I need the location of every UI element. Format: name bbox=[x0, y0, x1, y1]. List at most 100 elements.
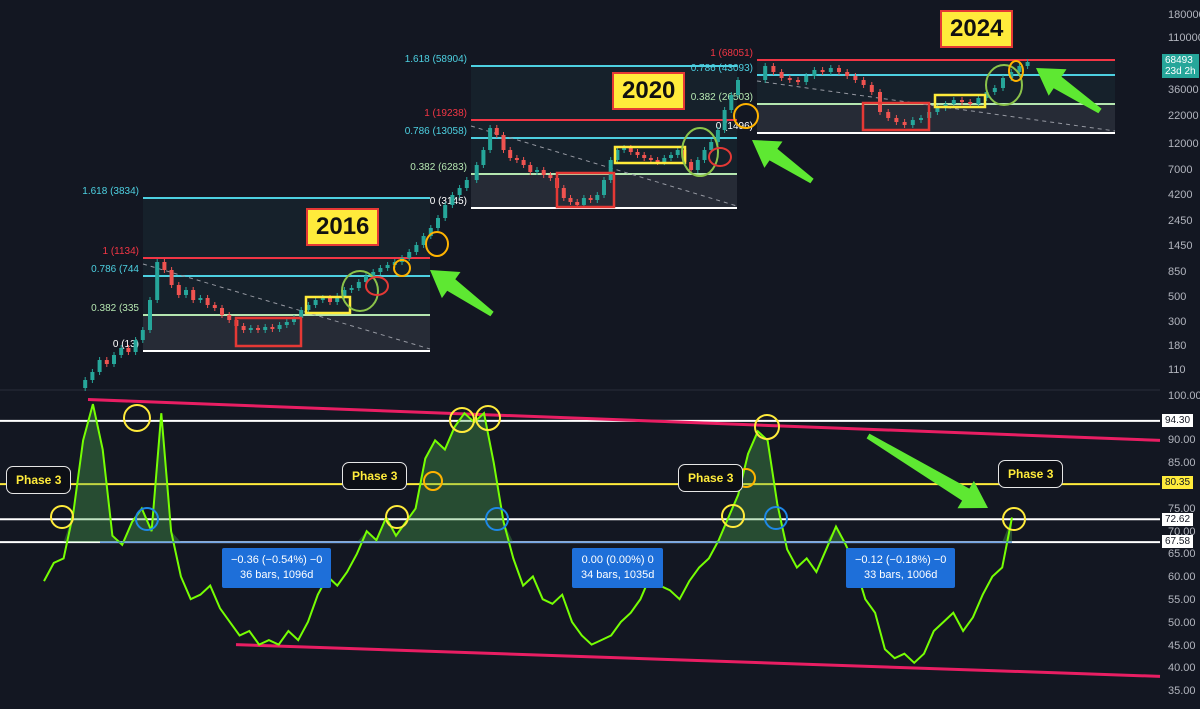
indicator-pane bbox=[0, 398, 1161, 678]
accumulation-box-2020 bbox=[555, 171, 616, 209]
candle-body bbox=[521, 160, 526, 165]
level-badge-72: 72.62 bbox=[1162, 513, 1194, 526]
candle-body bbox=[771, 66, 776, 72]
candle-body bbox=[277, 325, 282, 329]
candle-body bbox=[220, 308, 224, 315]
candle-body bbox=[508, 150, 513, 158]
candle-body bbox=[910, 120, 915, 125]
phase-3-circle bbox=[50, 505, 74, 529]
candle-body bbox=[702, 150, 707, 160]
candle-body bbox=[514, 158, 519, 160]
phase-3-circle bbox=[721, 504, 745, 528]
peak-circle bbox=[754, 414, 780, 440]
candle-body bbox=[364, 276, 368, 282]
fib-level-label: 0.786 (13058) bbox=[405, 126, 467, 137]
breakout-box-2016 bbox=[304, 295, 352, 315]
candle-body bbox=[205, 298, 210, 305]
indicator-tick-label: 35.00 bbox=[1168, 685, 1196, 697]
candle-body bbox=[263, 327, 268, 330]
candle-body bbox=[248, 328, 253, 330]
phase-3-circle bbox=[385, 505, 409, 529]
accumulation-box-2016 bbox=[234, 316, 303, 348]
candle-body bbox=[414, 245, 419, 252]
year-label-2020: 2020 bbox=[612, 72, 686, 110]
candle-body bbox=[421, 236, 426, 245]
candle-body bbox=[689, 162, 694, 170]
candle-body bbox=[270, 327, 275, 329]
candle-body bbox=[853, 76, 858, 80]
candle-body bbox=[602, 180, 606, 195]
candle-body bbox=[642, 155, 647, 158]
candle-body bbox=[615, 150, 620, 160]
candle-body bbox=[140, 330, 145, 340]
retest-circle-2020 bbox=[708, 147, 732, 167]
indicator-tick-label: 45.00 bbox=[1168, 640, 1196, 652]
candle-body bbox=[796, 80, 800, 82]
candle-body bbox=[820, 70, 825, 72]
fib-level-label: 1 (19238) bbox=[424, 108, 467, 119]
price-tick-label: 12000 bbox=[1168, 138, 1199, 150]
candle-body bbox=[622, 148, 627, 150]
candle-body bbox=[436, 218, 440, 228]
breakout-circle-2020 bbox=[681, 127, 719, 177]
candle-body bbox=[198, 298, 203, 300]
arrow-2020 bbox=[752, 140, 814, 184]
price-axis: 1800001100006500036000220001200070004200… bbox=[1168, 9, 1200, 376]
measure-box-3: −0.12 (−0.18%) −0 33 bars, 1006d bbox=[846, 548, 956, 588]
fib-level-label: 1 (68051) bbox=[710, 48, 753, 59]
candle-body bbox=[695, 160, 700, 170]
phase-3-label-2: Phase 3 bbox=[342, 462, 408, 490]
candle-body bbox=[227, 315, 232, 320]
indicator-tick-label: 75.00 bbox=[1168, 503, 1196, 515]
candle-body bbox=[845, 72, 850, 76]
candle-body bbox=[763, 66, 768, 80]
candle-body bbox=[126, 348, 131, 352]
candle-body bbox=[528, 165, 533, 172]
candle-body bbox=[184, 290, 188, 295]
arrow-2016 bbox=[430, 270, 494, 317]
indicator-tick-label: 90.00 bbox=[1168, 434, 1196, 446]
exit-circle bbox=[135, 507, 159, 531]
target-circle-2020 bbox=[733, 103, 759, 129]
breakout-box-2024 bbox=[933, 93, 987, 109]
price-tick-label: 1450 bbox=[1168, 240, 1192, 252]
candle-body bbox=[328, 298, 332, 302]
level-badge-80: 80.35 bbox=[1162, 476, 1194, 489]
candle-body bbox=[894, 118, 899, 122]
candle-body bbox=[1009, 72, 1014, 78]
exit-circle bbox=[485, 507, 509, 531]
price-tick-label: 4200 bbox=[1168, 189, 1192, 201]
candle-body bbox=[675, 150, 680, 155]
exit-circle bbox=[764, 506, 788, 530]
candle-body bbox=[976, 98, 981, 104]
candle-body bbox=[292, 318, 296, 322]
candle-body bbox=[575, 202, 580, 205]
fib-level-label: 0.786 (744 bbox=[91, 264, 139, 275]
candle-body bbox=[148, 300, 152, 330]
candle-body bbox=[169, 270, 174, 285]
candle-body bbox=[443, 205, 448, 218]
retest-circle-2016 bbox=[365, 276, 389, 296]
candle-body bbox=[837, 68, 841, 72]
candle-body bbox=[984, 92, 989, 98]
level-badge-67: 67.58 bbox=[1162, 535, 1194, 548]
arrow-indicator bbox=[866, 433, 988, 509]
price-tick-label: 500 bbox=[1168, 291, 1186, 303]
candle-body bbox=[541, 170, 546, 175]
indicator-tick-label: 60.00 bbox=[1168, 571, 1196, 583]
price-tick-label: 180000 bbox=[1168, 9, 1200, 21]
candle-body bbox=[869, 85, 874, 92]
fib-level-label: 1 (1134) bbox=[102, 246, 139, 257]
candle-body bbox=[320, 298, 325, 300]
candle-body bbox=[155, 262, 160, 300]
candle-body bbox=[655, 160, 660, 162]
candle-body bbox=[648, 158, 653, 160]
candle-body bbox=[635, 152, 640, 155]
candles-2020 bbox=[474, 77, 740, 208]
year-label-2016: 2016 bbox=[306, 208, 380, 246]
measure-box-2: 0.00 (0.00%) 0 34 bars, 1035d bbox=[572, 548, 664, 588]
indicator-axis: 100.0090.0085.0075.0070.0065.0060.0055.0… bbox=[1168, 390, 1200, 697]
fib-level-label: 0.786 (43093) bbox=[691, 63, 753, 74]
candle-body bbox=[581, 198, 586, 205]
